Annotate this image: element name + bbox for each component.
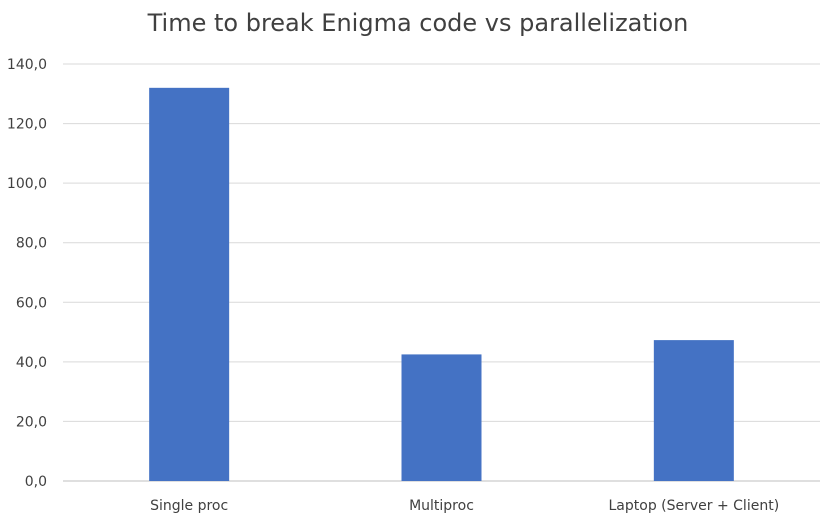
x-axis-ticks: Single proc Multiproc Laptop (Server + Cli… — [150, 498, 779, 514]
x-tick-label: Multiproc — [409, 498, 474, 514]
y-tick-label: 40,0 — [16, 355, 47, 371]
y-tick-label: 120,0 — [7, 117, 47, 133]
y-tick-label: 100,0 — [7, 176, 47, 192]
x-tick-label: Single proc — [150, 498, 228, 514]
bar — [653, 340, 734, 481]
y-axis-ticks: 0,0 20,0 40,0 60,0 80,0 100,0 120,0 140,0 — [7, 57, 47, 490]
x-tick-label: Laptop (Server + Client) — [609, 498, 780, 514]
y-tick-label: 80,0 — [16, 236, 47, 252]
y-tick-label: 0,0 — [25, 474, 47, 490]
bar — [401, 354, 482, 481]
bars — [149, 87, 734, 481]
y-tick-label: 140,0 — [7, 57, 47, 73]
y-tick-label: 60,0 — [16, 295, 47, 311]
chart-title: Time to break Enigma code vs paralleliza… — [147, 9, 689, 37]
y-tick-label: 20,0 — [16, 414, 47, 430]
bar — [149, 87, 230, 481]
